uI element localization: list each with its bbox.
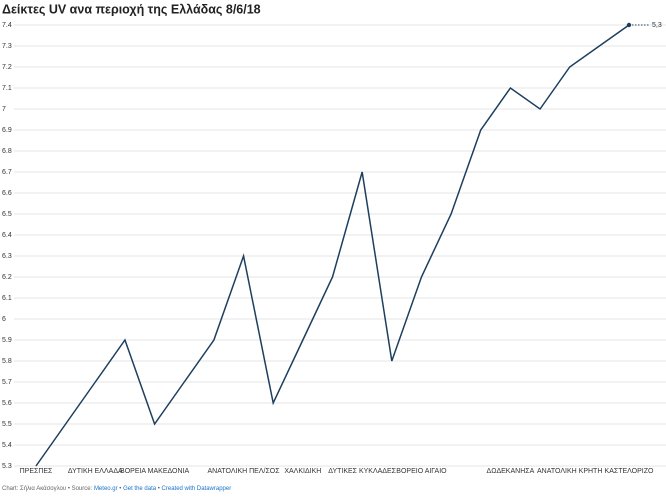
footer: Chart: Σήλια Ακάσογλου • Source: Meteo.g…: [2, 485, 231, 492]
y-tick-label: 5.3: [2, 463, 12, 470]
y-tick-label: 7.4: [2, 22, 12, 29]
y-tick-label: 6.3: [2, 253, 12, 260]
y-tick-label: 5.5: [2, 421, 12, 428]
end-point: [626, 22, 632, 28]
y-tick-label: 6.1: [2, 295, 12, 302]
y-tick-label: 6.8: [2, 148, 12, 155]
y-tick-label: 6.2: [2, 274, 12, 281]
footer-text: •: [118, 486, 123, 492]
y-tick-label: 6.6: [2, 190, 12, 197]
x-tick-label: ΑΝΑΤΟΛΙΚΗ ΚΡΗΤΗ: [537, 468, 602, 475]
y-tick-label: 7.2: [2, 64, 12, 71]
y-tick-label: 7: [2, 106, 6, 113]
data-line: [35, 24, 630, 467]
chart-title: Δείκτες UV ανα περιοχή της Ελλάδας 8/6/1…: [2, 2, 261, 16]
footer-text: Chart: Σήλια Ακάσογλου • Source:: [2, 485, 94, 492]
y-tick-label: 7.1: [2, 85, 12, 92]
y-tick-label: 5.9: [2, 337, 12, 344]
footer-text: •: [156, 486, 161, 492]
footer-link[interactable]: Created with Datawrapper: [162, 486, 232, 492]
x-tick-label: ΒΟΡΕΙΟ ΑΙΓΑΙΟ: [396, 468, 447, 475]
x-tick-label: ΚΑΣΤΕΛΟΡΙΖΟ: [605, 468, 654, 475]
end-label: 5,3: [652, 22, 662, 29]
x-tick-label: ΠΡΕΣΠΕΣ: [20, 468, 53, 475]
y-tick-label: 7.3: [2, 43, 12, 50]
y-tick-label: 6.4: [2, 232, 12, 239]
y-tick-label: 6.5: [2, 211, 12, 218]
y-tick-label: 6.7: [2, 169, 12, 176]
y-tick-label: 5.7: [2, 379, 12, 386]
footer-link[interactable]: Get the data: [123, 486, 157, 492]
x-tick-label: ΒΟΡΕΙΑ ΜΑΚΕΔΟΝΙΑ: [120, 468, 189, 475]
y-tick-label: 5.4: [2, 442, 12, 449]
x-tick-label: ΑΝΑΤΟΛΙΚΗ ΠΕΛ/ΣΟΣ: [208, 468, 281, 475]
y-tick-label: 5.8: [2, 358, 12, 365]
x-tick-label: ΔΩΔΕΚΑΝΗΣΑ: [487, 468, 535, 475]
y-tick-label: 6.9: [2, 127, 12, 134]
y-tick-label: 5.6: [2, 400, 12, 407]
footer-link[interactable]: Meteo.gr: [94, 486, 118, 492]
x-tick-label: ΔΥΤΙΚΗ ΕΛΛΑΔΑ: [68, 468, 123, 475]
y-tick-label: 6: [2, 316, 6, 323]
x-tick-label: ΧΑΛΚΙΔΙΚΗ: [284, 468, 321, 475]
x-tick-label: ΔΥΤΙΚΕΣ ΚΥΚΛΑΔΕΣ: [328, 468, 396, 475]
